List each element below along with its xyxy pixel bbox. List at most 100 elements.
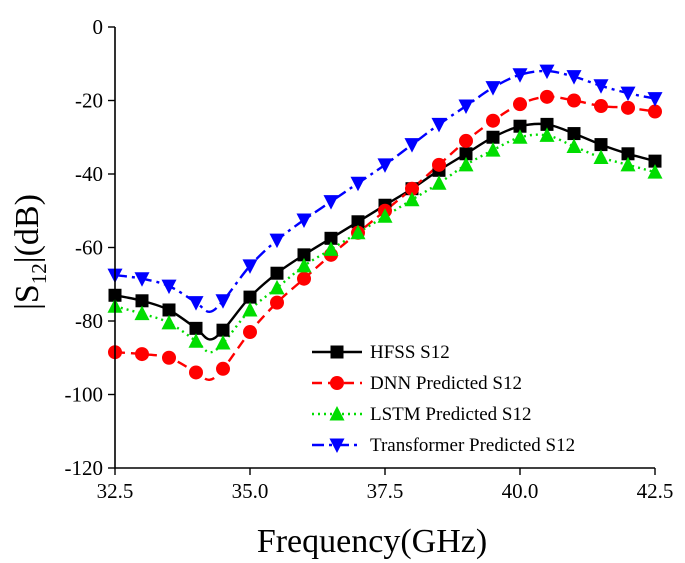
legend-marker-1: [330, 376, 344, 390]
series-3-point: [323, 195, 339, 210]
series-2-point: [161, 314, 177, 330]
series-1-point: [189, 365, 203, 380]
series-1-point: [243, 325, 257, 340]
series-1-point: [459, 133, 473, 148]
series-0-point: [135, 294, 149, 308]
series-0-point: [459, 147, 473, 161]
series-1-point: [270, 295, 284, 310]
y-tick-label: -80: [75, 309, 103, 333]
series-1-point: [621, 100, 635, 115]
series-2-point: [350, 224, 366, 240]
series-2-point: [215, 335, 231, 350]
series-2-point: [512, 129, 528, 144]
legend-marker-2: [329, 406, 345, 421]
x-tick-label: 42.5: [637, 479, 674, 503]
plot-axes: [114, 27, 655, 469]
series-0-point: [351, 215, 365, 229]
x-tick-label: 40.0: [502, 479, 539, 503]
series-0-point: [270, 266, 284, 280]
series-3-point: [647, 92, 663, 107]
series-2-point: [269, 279, 285, 295]
series-line-0: [114, 122, 656, 341]
series-3-point: [134, 272, 150, 287]
series-0-point: [189, 321, 203, 335]
series-0-point: [648, 154, 662, 168]
series-3-point: [485, 81, 501, 96]
series-1-point: [162, 350, 176, 365]
series-2-point: [323, 241, 339, 256]
series-0-point: [324, 231, 338, 245]
series-0-point: [243, 290, 257, 304]
series-3-point: [458, 99, 474, 115]
series-0-point: [621, 147, 635, 161]
series-2-point: [377, 208, 393, 223]
y-axis-title-subscript: 12: [27, 263, 51, 284]
series-2-point: [404, 191, 420, 207]
series-1-point: [216, 361, 230, 376]
series-2-point: [647, 164, 663, 179]
series-3-point: [242, 259, 258, 274]
series-1-point: [432, 157, 446, 172]
series-0-point: [486, 130, 500, 144]
series-3-point: [620, 86, 636, 102]
series-0-point: [540, 117, 554, 131]
series-0-point: [594, 138, 608, 152]
series-1-point: [648, 104, 662, 119]
series-1-point: [405, 181, 419, 196]
y-axis-ticks: 0 -20 -40 -60 -80 -100 -120: [65, 15, 115, 480]
series-1-point: [540, 89, 554, 104]
series-3-point: [512, 68, 528, 83]
series-2-point: [485, 142, 501, 157]
series-2-point: [296, 257, 312, 273]
series-1-point: [135, 347, 149, 362]
series-line-1: [114, 95, 656, 382]
series-2-point: [458, 156, 474, 172]
legend-label-1: DNN Predicted S12: [370, 373, 522, 394]
series-3-point: [269, 233, 285, 249]
series-3-point: [215, 294, 231, 309]
y-tick-label: -120: [65, 456, 104, 480]
series-2-point: [242, 301, 258, 317]
series-2-point: [431, 175, 447, 190]
series-3-point: [350, 176, 366, 192]
x-axis-ticks: 32.5 35.0 37.5 40.0 42.5: [97, 468, 674, 503]
series-1-point: [486, 113, 500, 128]
series-3-point: [296, 213, 312, 228]
series-3-point: [566, 70, 582, 85]
legend-marker-3: [329, 438, 345, 453]
series-2-point: [593, 149, 609, 164]
series-2-point: [566, 138, 582, 153]
series-3-point: [539, 64, 555, 80]
y-tick-label: -100: [65, 383, 104, 407]
series-0-point: [162, 303, 176, 317]
x-axis-title: Frequency(GHz): [257, 523, 487, 560]
series-2-point: [620, 156, 636, 172]
legend-label-2: LSTM Predicted S12: [370, 404, 532, 425]
series-2-point: [134, 305, 150, 321]
series-3-point: [377, 158, 393, 173]
x-tick-label: 35.0: [232, 479, 269, 503]
series-line-3: [114, 69, 656, 313]
series-1-point: [513, 97, 527, 112]
series-line-2: [114, 133, 656, 354]
series-curves: [114, 69, 656, 382]
x-tick-label: 37.5: [367, 479, 404, 503]
legend-label-0: HFSS S12: [370, 342, 450, 363]
series-0-point: [513, 119, 527, 133]
y-tick-label: 0: [93, 15, 104, 39]
axis-frame: [114, 27, 655, 469]
y-tick-label: -60: [75, 236, 103, 260]
legend: HFSS S12 DNN Predicted S12 LSTM Predicted …: [312, 342, 575, 456]
series-0-point: [216, 323, 230, 337]
series-1-point: [567, 93, 581, 108]
y-axis-title-suffix: |(dB): [9, 194, 46, 263]
series-1-point: [594, 99, 608, 114]
series-3-point: [593, 79, 609, 94]
x-tick-label: 32.5: [97, 479, 134, 503]
series-0-point: [567, 127, 581, 141]
series-3-point: [161, 279, 177, 295]
y-tick-label: -20: [75, 89, 103, 113]
series-1-point: [297, 271, 311, 286]
y-tick-label: -40: [75, 162, 103, 186]
